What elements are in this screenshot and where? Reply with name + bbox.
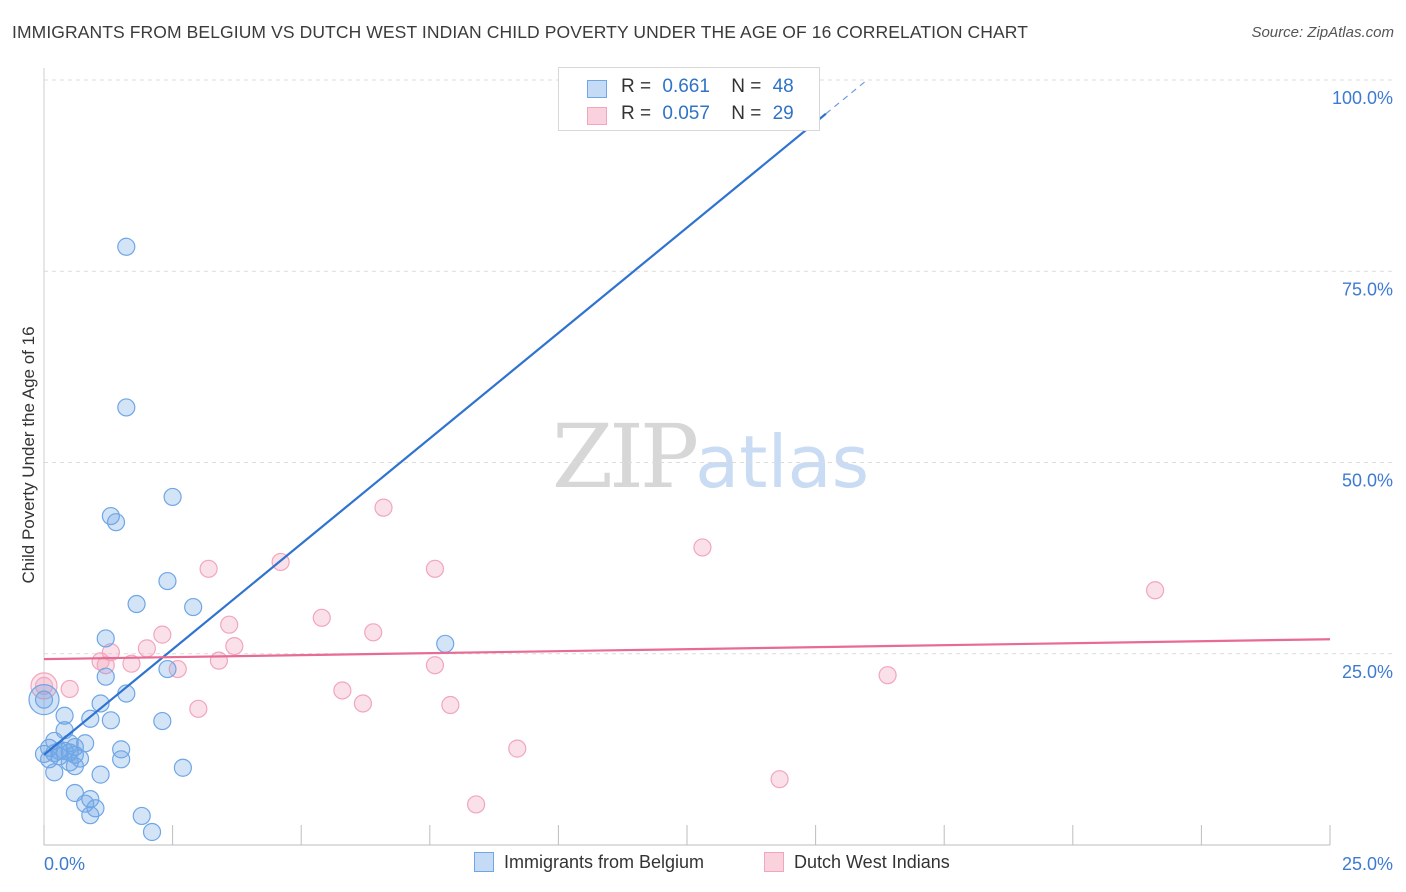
y-tick-label: 75.0% bbox=[1342, 279, 1393, 299]
bottom-legend-swatch-dwi bbox=[764, 852, 784, 872]
watermark-zip: ZIP bbox=[552, 405, 699, 508]
data-point-belgium bbox=[132, 806, 151, 826]
data-point-dwi bbox=[153, 625, 172, 644]
data-point-belgium bbox=[101, 711, 120, 730]
data-point-belgium bbox=[127, 594, 146, 614]
data-point-belgium-large bbox=[28, 684, 60, 716]
legend-n-label: N = bbox=[731, 76, 762, 97]
legend-r-value: 0.661 bbox=[662, 76, 710, 97]
data-point-belgium bbox=[117, 398, 136, 417]
trend-line-belgium bbox=[43, 112, 827, 756]
data-point-belgium bbox=[112, 750, 131, 769]
data-point-belgium bbox=[55, 706, 74, 725]
x-tick-label: 0.0% bbox=[44, 854, 85, 874]
bottom-legend-swatch-belgium bbox=[474, 852, 494, 872]
chart-title: IMMIGRANTS FROM BELGIUM VS DUTCH WEST IN… bbox=[12, 22, 1028, 42]
bottom-legend-dwi: Dutch West Indians bbox=[764, 852, 950, 873]
correlation-legend: R = 0.661 N = 48 R = 0.057 N = 29 bbox=[558, 67, 820, 131]
data-point-belgium bbox=[81, 806, 100, 825]
data-point-dwi bbox=[693, 538, 712, 557]
trend-line-belgium-extension bbox=[825, 79, 868, 115]
legend-r-label: R = bbox=[621, 103, 652, 124]
legend-n-value: 29 bbox=[772, 103, 794, 124]
legend-r-label: R = bbox=[621, 76, 652, 97]
data-point-dwi bbox=[353, 694, 373, 713]
data-point-belgium bbox=[117, 237, 136, 256]
data-point-dwi bbox=[34, 676, 54, 695]
data-point-belgium bbox=[163, 487, 182, 507]
data-point-dwi-large bbox=[30, 672, 58, 700]
legend-n-label: N = bbox=[731, 103, 762, 124]
data-point-belgium bbox=[50, 747, 69, 766]
data-point-belgium bbox=[184, 597, 203, 617]
data-point-dwi bbox=[425, 559, 445, 578]
data-point-dwi bbox=[209, 651, 228, 670]
data-point-belgium bbox=[158, 659, 177, 679]
data-point-belgium bbox=[34, 690, 54, 709]
legend-r-value: 0.057 bbox=[662, 103, 710, 124]
data-point-dwi bbox=[508, 739, 527, 758]
data-point-dwi bbox=[333, 681, 352, 700]
data-point-belgium bbox=[436, 634, 455, 653]
trend-lines bbox=[43, 79, 1331, 756]
legend-swatch-belgium bbox=[587, 80, 607, 98]
data-point-dwi bbox=[225, 636, 244, 656]
axes bbox=[43, 68, 1331, 846]
data-point-belgium bbox=[96, 667, 115, 686]
series-belgium bbox=[28, 237, 455, 842]
y-tick-label: 25.0% bbox=[1342, 662, 1393, 682]
data-point-belgium bbox=[142, 822, 162, 842]
source-credit: Source: ZipAtlas.com bbox=[1251, 24, 1394, 41]
data-point-belgium bbox=[76, 794, 95, 813]
data-point-dwi bbox=[878, 666, 897, 685]
data-point-dwi bbox=[137, 639, 156, 658]
data-point-dwi bbox=[425, 656, 445, 675]
data-point-dwi bbox=[441, 695, 460, 715]
series-dutch-west-indians bbox=[30, 498, 1165, 814]
watermark: ZIPatlas bbox=[552, 405, 869, 508]
data-point-belgium bbox=[112, 740, 131, 759]
data-point-dwi bbox=[220, 615, 239, 634]
data-point-belgium bbox=[65, 757, 84, 776]
data-point-dwi bbox=[374, 498, 393, 517]
data-point-belgium bbox=[91, 694, 110, 713]
bottom-legend-label: Dutch West Indians bbox=[794, 852, 950, 872]
data-point-dwi bbox=[199, 559, 218, 578]
data-point-dwi bbox=[189, 699, 208, 718]
y-tick-label: 100.0% bbox=[1332, 88, 1393, 108]
bottom-legend-label: Immigrants from Belgium bbox=[504, 852, 705, 872]
legend-n-value: 48 bbox=[772, 76, 794, 97]
legend-swatch-dwi bbox=[587, 107, 607, 125]
y-tick-label: 50.0% bbox=[1342, 471, 1393, 491]
data-point-dwi bbox=[312, 608, 331, 627]
x-tick-label: 25.0% bbox=[1342, 854, 1393, 874]
data-point-dwi bbox=[122, 654, 141, 673]
data-point-dwi bbox=[1146, 581, 1165, 600]
data-point-belgium bbox=[91, 765, 110, 784]
data-point-dwi bbox=[168, 659, 187, 679]
trend-line-dwi bbox=[43, 638, 1331, 661]
data-point-dwi bbox=[60, 679, 79, 699]
data-point-belgium bbox=[158, 571, 177, 591]
bottom-legend-belgium: Immigrants from Belgium bbox=[474, 852, 704, 873]
data-point-dwi bbox=[770, 770, 789, 789]
gridlines bbox=[44, 79, 1392, 655]
data-point-belgium bbox=[173, 758, 192, 777]
tick-labels: 100.0% 75.0% 50.0% 25.0% 0.0% 25.0% bbox=[44, 88, 1393, 874]
data-point-belgium bbox=[96, 629, 115, 648]
y-axis-label: Child Poverty Under the Age of 16 bbox=[19, 326, 38, 584]
data-point-dwi bbox=[466, 795, 486, 814]
data-point-belgium bbox=[106, 513, 126, 532]
data-point-belgium bbox=[45, 763, 64, 782]
data-point-dwi bbox=[364, 623, 383, 642]
data-point-belgium bbox=[153, 711, 172, 731]
